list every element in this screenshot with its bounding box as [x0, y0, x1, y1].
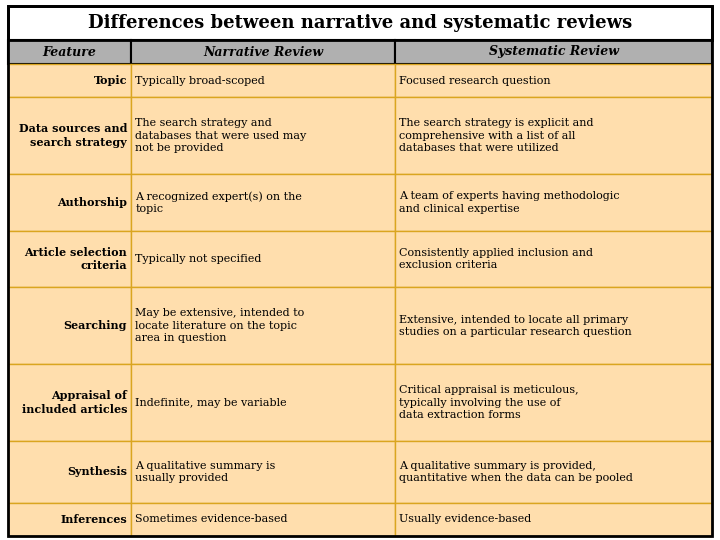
Text: Searching: Searching — [63, 320, 127, 332]
Bar — [8, 503, 131, 536]
Text: Article selection
criteria: Article selection criteria — [24, 247, 127, 272]
Bar — [131, 287, 395, 364]
Bar — [131, 441, 395, 503]
Text: A team of experts having methodologic
and clinical expertise: A team of experts having methodologic an… — [399, 191, 620, 214]
Text: Usually evidence-based: Usually evidence-based — [399, 514, 531, 524]
Bar — [395, 503, 712, 536]
Bar — [395, 231, 712, 287]
Bar — [131, 40, 395, 64]
Text: A qualitative summary is provided,
quantitative when the data can be pooled: A qualitative summary is provided, quant… — [399, 461, 633, 483]
Bar — [131, 503, 395, 536]
Text: Critical appraisal is meticulous,
typically involving the use of
data extraction: Critical appraisal is meticulous, typica… — [399, 385, 579, 420]
Text: A qualitative summary is
usually provided: A qualitative summary is usually provide… — [135, 461, 276, 483]
Text: The search strategy and
databases that were used may
not be provided: The search strategy and databases that w… — [135, 118, 307, 153]
Bar — [395, 441, 712, 503]
Text: Data sources and
search strategy: Data sources and search strategy — [19, 123, 127, 148]
Bar — [8, 441, 131, 503]
Bar — [8, 40, 131, 64]
Bar — [131, 64, 395, 97]
Bar — [395, 287, 712, 364]
Text: Feature: Feature — [42, 45, 96, 58]
Bar — [395, 40, 712, 64]
Text: Typically broad-scoped: Typically broad-scoped — [135, 76, 265, 86]
Text: Sometimes evidence-based: Sometimes evidence-based — [135, 514, 288, 524]
Text: Indefinite, may be variable: Indefinite, may be variable — [135, 397, 287, 408]
Bar — [131, 231, 395, 287]
Text: Topic: Topic — [94, 75, 127, 86]
Text: May be extensive, intended to
locate literature on the topic
area in question: May be extensive, intended to locate lit… — [135, 308, 305, 343]
Bar — [395, 174, 712, 231]
Text: Differences between narrative and systematic reviews: Differences between narrative and system… — [88, 14, 632, 32]
Bar — [8, 287, 131, 364]
Text: Appraisal of
included articles: Appraisal of included articles — [22, 390, 127, 415]
Text: A recognized expert(s) on the
topic: A recognized expert(s) on the topic — [135, 191, 302, 214]
Bar — [131, 364, 395, 441]
Bar — [8, 6, 712, 40]
Text: Typically not specified: Typically not specified — [135, 254, 261, 264]
Bar — [8, 64, 131, 97]
Bar — [8, 97, 131, 174]
Bar — [8, 174, 131, 231]
Bar — [395, 97, 712, 174]
Bar — [8, 364, 131, 441]
Text: The search strategy is explicit and
comprehensive with a list of all
databases t: The search strategy is explicit and comp… — [399, 118, 594, 153]
Text: Consistently applied inclusion and
exclusion criteria: Consistently applied inclusion and exclu… — [399, 248, 593, 271]
Text: Extensive, intended to locate all primary
studies on a particular research quest: Extensive, intended to locate all primar… — [399, 315, 632, 337]
Text: Systematic Review: Systematic Review — [489, 45, 618, 58]
Bar — [131, 174, 395, 231]
Bar — [8, 231, 131, 287]
Text: Narrative Review: Narrative Review — [203, 45, 323, 58]
Bar — [131, 97, 395, 174]
Bar — [395, 364, 712, 441]
Text: Inferences: Inferences — [60, 514, 127, 525]
Text: Authorship: Authorship — [57, 197, 127, 208]
Bar — [395, 64, 712, 97]
Text: Focused research question: Focused research question — [399, 76, 551, 86]
Text: Synthesis: Synthesis — [67, 466, 127, 477]
